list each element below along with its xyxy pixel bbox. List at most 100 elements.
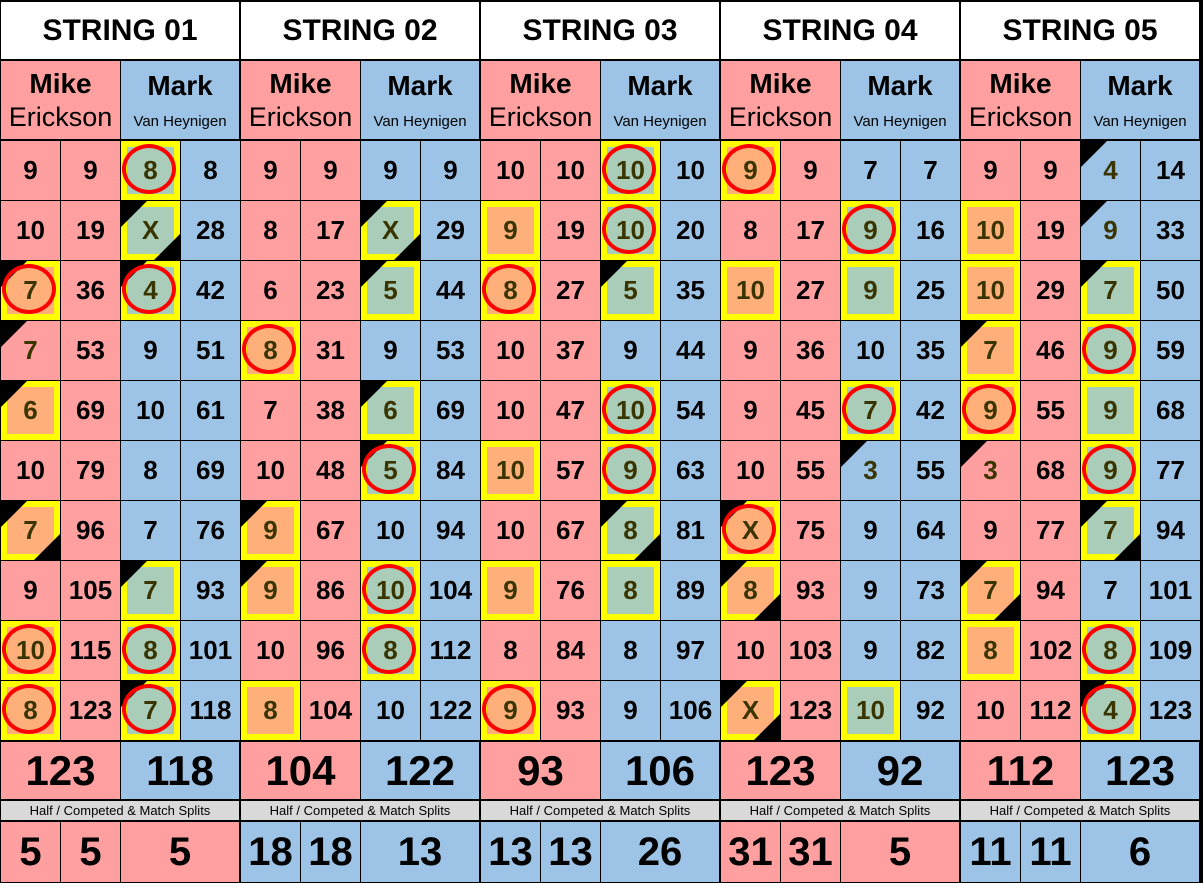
corner-mark-top-left-icon bbox=[601, 261, 627, 287]
running-total-cell: 123 bbox=[1141, 681, 1200, 740]
player-last-name: Van Heynigen bbox=[133, 112, 227, 130]
frame-score: 10 bbox=[856, 335, 885, 365]
running-total-cell: 55 bbox=[781, 441, 840, 500]
frame-score-cell: 8 bbox=[241, 201, 300, 260]
marked-box-fill bbox=[607, 567, 654, 614]
frame-score: 10 bbox=[496, 335, 525, 365]
running-total-cell: 14 bbox=[1141, 141, 1200, 200]
player-name-mike: Mike Erickson bbox=[481, 61, 600, 139]
player-name-mike: Mike Erickson bbox=[1, 61, 120, 139]
frame-score: 9 bbox=[1103, 395, 1118, 425]
frame-score-cell: 7 bbox=[1, 261, 60, 320]
corner-mark-bottom-right-icon bbox=[754, 594, 780, 620]
frame-score: 10 bbox=[976, 215, 1005, 245]
running-total-cell: 93 bbox=[781, 561, 840, 620]
frame-score-cell: 9 bbox=[601, 441, 660, 500]
player-first-name: Mark bbox=[147, 69, 213, 101]
running-total-cell: 75 bbox=[781, 501, 840, 560]
split-match: 5 bbox=[841, 822, 959, 882]
frame-score-cell: 9 bbox=[961, 141, 1020, 200]
marked-box-fill bbox=[847, 687, 894, 734]
marked-box-fill bbox=[1087, 387, 1134, 434]
frame-score: 9 bbox=[263, 515, 278, 545]
running-total-cell: 33 bbox=[1141, 201, 1200, 260]
string-total-mark: 123 bbox=[1081, 742, 1199, 799]
frame-score-cell: 10 bbox=[361, 561, 420, 620]
string-2: STRING 02 Mike Erickson Mark Van Heynigen 9 9 8… bbox=[241, 0, 480, 883]
frame-score-cell: 8 bbox=[241, 321, 300, 380]
frame-score-cell: 7 bbox=[1081, 261, 1140, 320]
player-name-mark: Mark Van Heynigen bbox=[361, 61, 479, 139]
running-total-cell: 123 bbox=[61, 681, 120, 740]
player-first-name: Mark bbox=[867, 69, 933, 101]
corner-mark-top-left-icon bbox=[121, 561, 147, 587]
frame-score-cell: 9 bbox=[841, 561, 900, 620]
split-match: 6 bbox=[1081, 822, 1199, 882]
frame-score: 10 bbox=[496, 155, 525, 185]
running-total-cell: 35 bbox=[661, 261, 720, 320]
corner-mark-top-left-icon bbox=[1081, 501, 1107, 527]
frame-score-cell: 9 bbox=[601, 321, 660, 380]
frame-score-cell: 9 bbox=[121, 321, 180, 380]
running-total-cell: 10 bbox=[541, 141, 600, 200]
running-total-cell: 38 bbox=[301, 381, 360, 440]
frame-score-cell: 10 bbox=[601, 141, 660, 200]
frame-score-cell: 9 bbox=[241, 501, 300, 560]
running-total-cell: 9 bbox=[1021, 141, 1080, 200]
string-title: STRING 05 bbox=[961, 2, 1199, 59]
running-total-cell: 20 bbox=[661, 201, 720, 260]
frame-score-cell: 10 bbox=[721, 261, 780, 320]
corner-mark-top-left-icon bbox=[1081, 141, 1107, 167]
frame-score: 7 bbox=[983, 575, 998, 605]
frame-score-cell: 8 bbox=[121, 441, 180, 500]
running-total-cell: 96 bbox=[61, 501, 120, 560]
frame-score: 9 bbox=[983, 515, 998, 545]
red-circle-icon bbox=[242, 324, 296, 374]
corner-mark-bottom-right-icon bbox=[994, 594, 1020, 620]
running-total-cell: 94 bbox=[1021, 561, 1080, 620]
frame-score: 9 bbox=[383, 155, 398, 185]
running-total-cell: 97 bbox=[661, 621, 720, 680]
frame-score: 10 bbox=[496, 395, 525, 425]
red-circle-icon bbox=[602, 384, 656, 434]
player-last-name: Van Heynigen bbox=[853, 112, 947, 130]
corner-mark-top-left-icon bbox=[121, 201, 147, 227]
frame-score-cell: 10 bbox=[481, 381, 540, 440]
frame-score-cell: 10 bbox=[961, 261, 1020, 320]
running-total-cell: 53 bbox=[61, 321, 120, 380]
running-total-cell: 17 bbox=[301, 201, 360, 260]
frame-score-cell: 8 bbox=[241, 681, 300, 740]
frame-score: 3 bbox=[983, 455, 998, 485]
running-total-cell: 73 bbox=[901, 561, 960, 620]
frame-score-cell: X bbox=[361, 201, 420, 260]
frame-score: 10 bbox=[976, 275, 1005, 305]
running-total-cell: 27 bbox=[781, 261, 840, 320]
frame-score-cell: 7 bbox=[961, 561, 1020, 620]
running-total-cell: 19 bbox=[541, 201, 600, 260]
running-total-cell: 69 bbox=[181, 441, 240, 500]
frame-score: 9 bbox=[743, 335, 758, 365]
frame-score: 7 bbox=[143, 515, 158, 545]
frame-score-cell: 9 bbox=[1, 141, 60, 200]
frame-score-cell: 9 bbox=[481, 681, 540, 740]
player-name-mark: Mark Van Heynigen bbox=[121, 61, 239, 139]
frame-score: 8 bbox=[623, 635, 638, 665]
red-circle-icon bbox=[842, 384, 896, 434]
running-total-cell: 50 bbox=[1141, 261, 1200, 320]
frame-score-cell: 10 bbox=[1, 201, 60, 260]
corner-mark-top-left-icon bbox=[961, 561, 987, 587]
corner-mark-bottom-right-icon bbox=[394, 234, 420, 260]
running-total-cell: 45 bbox=[781, 381, 840, 440]
player-first-name: Mike bbox=[749, 67, 812, 99]
frame-score-cell: 5 bbox=[601, 261, 660, 320]
red-circle-icon bbox=[1082, 624, 1136, 674]
frame-score-cell: 10 bbox=[841, 681, 900, 740]
red-circle-icon bbox=[2, 684, 56, 734]
frame-score: 10 bbox=[736, 275, 765, 305]
frame-score-cell: 4 bbox=[1081, 681, 1140, 740]
splits-label: Half / Competed & Match Splits bbox=[961, 801, 1199, 820]
player-last-name: Erickson bbox=[968, 101, 1073, 132]
running-total-cell: 84 bbox=[421, 441, 480, 500]
corner-mark-top-left-icon bbox=[1, 321, 27, 347]
